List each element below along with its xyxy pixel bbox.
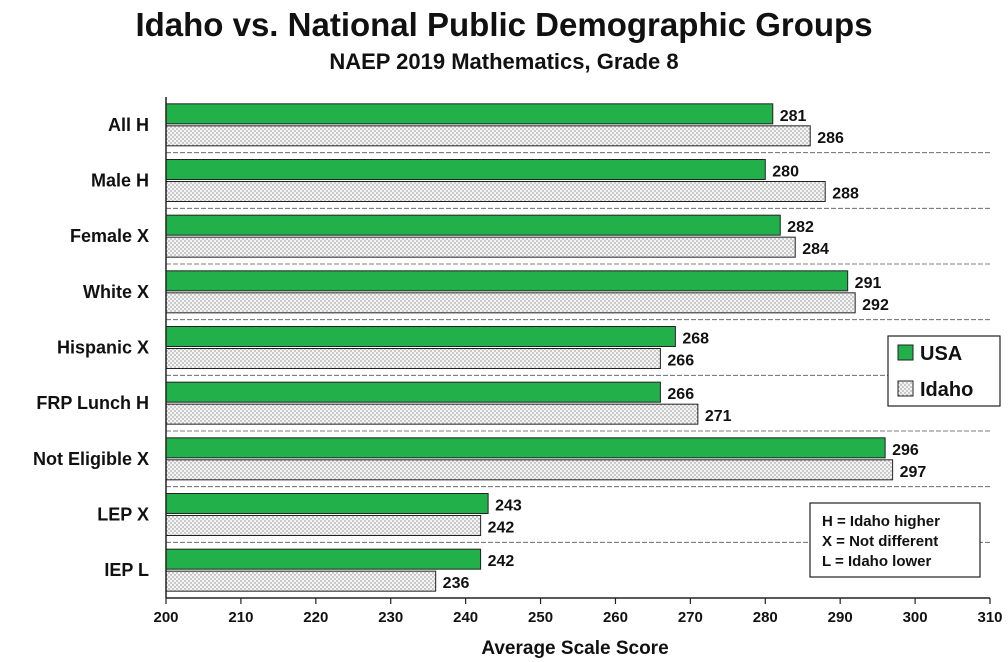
bar-usa xyxy=(165,159,766,180)
category-label: White X xyxy=(83,282,149,302)
value-label-usa: 296 xyxy=(892,442,919,459)
value-label-idaho: 286 xyxy=(817,130,844,147)
value-label-usa: 280 xyxy=(772,164,799,181)
category-label: Hispanic X xyxy=(57,338,149,358)
value-label-idaho: 297 xyxy=(900,464,927,481)
category-label: Female X xyxy=(70,226,149,246)
bars-group: 281 286 280 288 282 284 291 292 268 266 266 271 296 2… xyxy=(165,103,927,592)
category-label: Not Eligible X xyxy=(33,449,149,469)
legend-label-usa: USA xyxy=(920,343,962,365)
value-label-usa: 268 xyxy=(682,331,709,348)
value-label-usa: 291 xyxy=(855,275,882,292)
key-box xyxy=(809,502,981,578)
value-label-idaho: 288 xyxy=(832,186,859,203)
bar-idaho xyxy=(165,459,894,481)
x-tick-label: 210 xyxy=(228,609,253,626)
key-line-not-different: X = Not different xyxy=(822,533,938,550)
category-labels: All H Male H Female X White X Hispanic X FRP … xyxy=(33,115,149,580)
x-axis-label: Average Scale Score xyxy=(481,638,668,659)
x-tick-label: 260 xyxy=(603,609,628,626)
x-tick-label: 280 xyxy=(753,609,778,626)
x-tick-label: 310 xyxy=(977,609,1002,626)
legend: USA Idaho xyxy=(887,335,1001,407)
value-label-usa: 242 xyxy=(488,553,515,570)
bar-usa xyxy=(165,381,661,403)
chart-subtitle: NAEP 2019 Mathematics, Grade 8 xyxy=(329,49,679,74)
x-tick-label: 230 xyxy=(378,609,403,626)
x-tick-label: 270 xyxy=(678,609,703,626)
legend-label-idaho: Idaho xyxy=(920,379,973,401)
bar-usa xyxy=(165,103,774,125)
value-label-idaho: 284 xyxy=(802,241,829,258)
x-tick-label: 220 xyxy=(303,609,328,626)
grid-lines xyxy=(166,152,990,543)
key-line-lower: L = Idaho lower xyxy=(822,553,931,570)
value-label-idaho: 292 xyxy=(862,297,889,314)
chart-title: Idaho vs. National Public Demographic Gr… xyxy=(135,6,873,43)
category-label: FRP Lunch H xyxy=(36,393,149,413)
bar-usa xyxy=(165,437,886,459)
bar-idaho xyxy=(165,236,796,258)
category-label: Male H xyxy=(91,171,149,191)
bar-idaho xyxy=(165,570,437,592)
bar-usa xyxy=(165,493,489,514)
value-label-idaho: 242 xyxy=(488,520,515,537)
bar-idaho xyxy=(165,515,482,536)
x-tick-label: 240 xyxy=(453,609,478,626)
significance-key: H = Idaho higher X = Not different L = I… xyxy=(809,502,981,578)
category-label: IEP L xyxy=(104,560,149,580)
bar-usa xyxy=(165,214,781,236)
bar-idaho xyxy=(165,292,856,314)
x-tick-label: 290 xyxy=(828,609,853,626)
bar-usa xyxy=(165,326,676,347)
value-label-usa: 243 xyxy=(495,498,522,515)
category-label: All H xyxy=(108,115,149,135)
legend-swatch-usa xyxy=(897,344,914,361)
bar-idaho xyxy=(165,181,826,202)
bar-idaho xyxy=(165,125,811,147)
x-tick-label: 250 xyxy=(528,609,553,626)
legend-swatch-idaho xyxy=(897,380,914,397)
bar-usa xyxy=(165,548,482,570)
x-axis: 200 210 220 230 240 250 260 270 280 290 300 310 xyxy=(153,97,1003,626)
bar-idaho xyxy=(165,348,661,369)
bar-usa xyxy=(165,270,849,292)
value-label-usa: 281 xyxy=(780,108,807,125)
value-label-usa: 282 xyxy=(787,219,814,236)
value-label-idaho: 266 xyxy=(667,353,694,370)
value-label-usa: 266 xyxy=(667,386,694,403)
value-label-idaho: 236 xyxy=(443,575,470,592)
value-label-idaho: 271 xyxy=(705,408,732,425)
x-tick-label: 300 xyxy=(903,609,928,626)
key-line-higher: H = Idaho higher xyxy=(822,513,940,530)
x-tick-label: 200 xyxy=(153,609,178,626)
category-label: LEP X xyxy=(97,505,149,525)
bar-idaho xyxy=(165,403,699,425)
